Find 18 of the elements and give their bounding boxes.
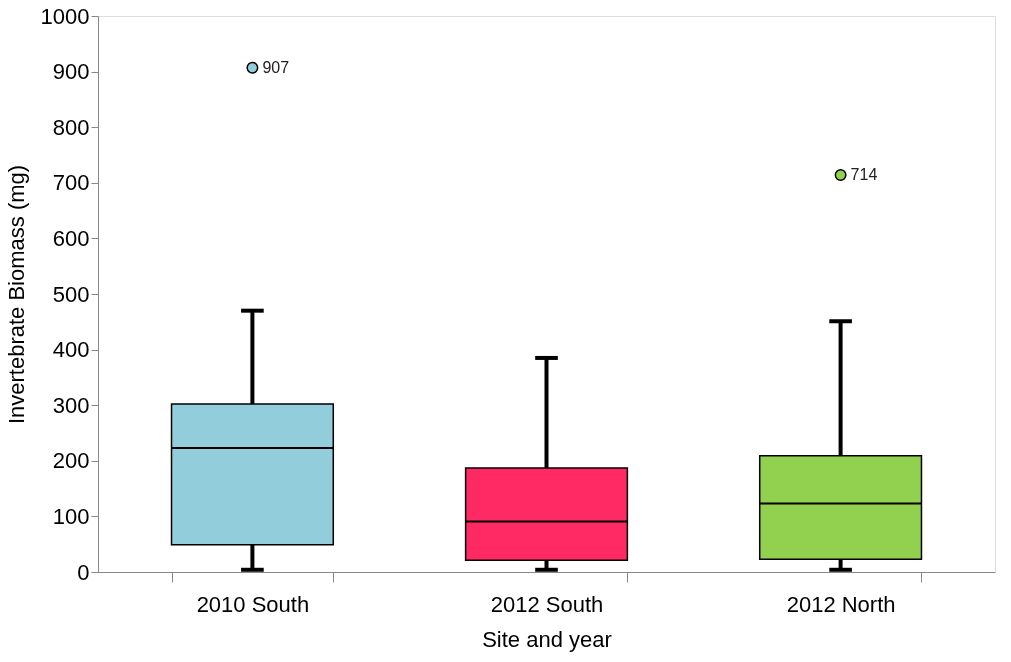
y-tick-label: 800 [52,114,90,140]
y-tick-label: 500 [52,281,90,307]
y-tick-label: 600 [52,225,90,251]
x-tick-label: 2010 South [196,591,310,617]
x-axis-title: Site and year [482,626,612,652]
y-tick-label: 100 [52,503,90,529]
x-tick-label: 2012 North [786,591,896,617]
annotation: 907 [262,58,290,76]
y-tick-label: 900 [52,59,90,85]
y-tick-label: 0 [77,559,90,585]
y-tick-label: 1000 [40,3,90,29]
x-tick-label: 2012 South [490,591,604,617]
y-axis-title: Invertebrate Biomass (mg) [3,164,29,425]
annotation: 714 [850,166,878,184]
y-tick-label: 400 [52,337,90,363]
y-tick-label: 300 [52,392,90,418]
y-tick-label: 700 [52,170,90,196]
y-tick-label: 200 [52,448,90,474]
